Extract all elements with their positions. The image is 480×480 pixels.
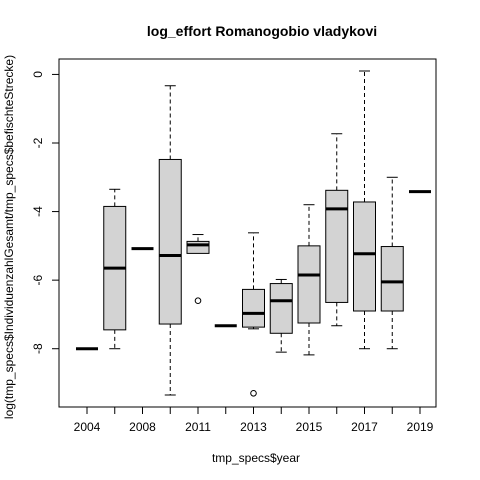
y-tick-label: -6 <box>31 274 45 285</box>
outlier-point <box>250 389 257 397</box>
box-iqr <box>380 246 404 312</box>
box-iqr <box>186 240 210 254</box>
y-axis: 0 -2 -4 -6 -8 <box>31 71 60 354</box>
box-year-2017 <box>353 70 376 350</box>
x-tick-label: 2015 <box>296 420 323 434</box>
box-year-pos-12 <box>380 176 404 350</box>
box-iqr <box>158 158 182 325</box>
box-year-2011 <box>186 234 210 305</box>
box-iqr <box>325 189 349 303</box>
box-year-2015 <box>297 204 321 356</box>
box-year-2013 <box>242 232 265 397</box>
y-axis-title: log(tmp_specs$IndividuenzahlGesamt/tmp_s… <box>2 55 16 419</box>
x-tick-label: 2004 <box>74 420 101 434</box>
y-tick-label: -8 <box>31 343 45 354</box>
outlier-point <box>194 297 202 305</box>
y-tick-label: -2 <box>31 137 45 148</box>
box-iqr <box>353 201 376 312</box>
box-iqr <box>269 283 293 334</box>
x-tick-label: 2017 <box>351 420 378 434</box>
y-tick-label: 0 <box>31 71 45 78</box>
box-year-pos-2 <box>103 188 127 350</box>
x-tick-label: 2019 <box>407 420 434 434</box>
chart-title: log_effort Romanogobio vladykovi <box>147 23 377 39</box>
box-series <box>76 70 431 397</box>
box-iqr <box>297 245 321 324</box>
box-year-pos-4 <box>158 85 182 396</box>
x-axis: 2004 2008 2011 2013 2015 2017 2019 <box>74 406 434 434</box>
box-iqr <box>242 288 265 328</box>
x-axis-title: tmp_specs$year <box>212 451 300 465</box>
y-tick-label: -4 <box>31 206 45 217</box>
x-tick-label: 2011 <box>185 420 211 434</box>
x-tick-label: 2013 <box>240 420 267 434</box>
box-year-pos-8 <box>269 278 293 353</box>
x-tick-label: 2008 <box>129 420 156 434</box>
box-year-pos-10 <box>325 133 349 327</box>
